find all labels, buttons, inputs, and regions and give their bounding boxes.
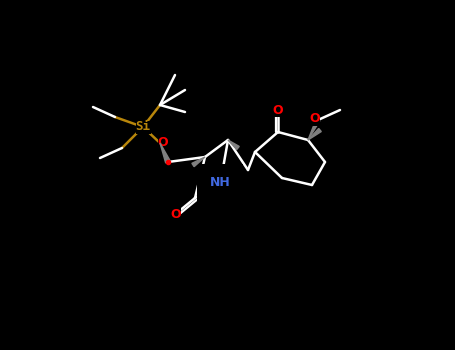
Polygon shape xyxy=(308,128,321,140)
Polygon shape xyxy=(160,143,170,163)
Polygon shape xyxy=(192,157,205,167)
Text: O: O xyxy=(158,136,168,149)
Polygon shape xyxy=(228,140,239,149)
Text: Si: Si xyxy=(136,120,151,133)
Polygon shape xyxy=(308,119,320,140)
Text: O: O xyxy=(310,112,320,126)
Text: O: O xyxy=(273,104,283,117)
Text: NH: NH xyxy=(210,176,230,189)
Text: O: O xyxy=(171,208,181,220)
